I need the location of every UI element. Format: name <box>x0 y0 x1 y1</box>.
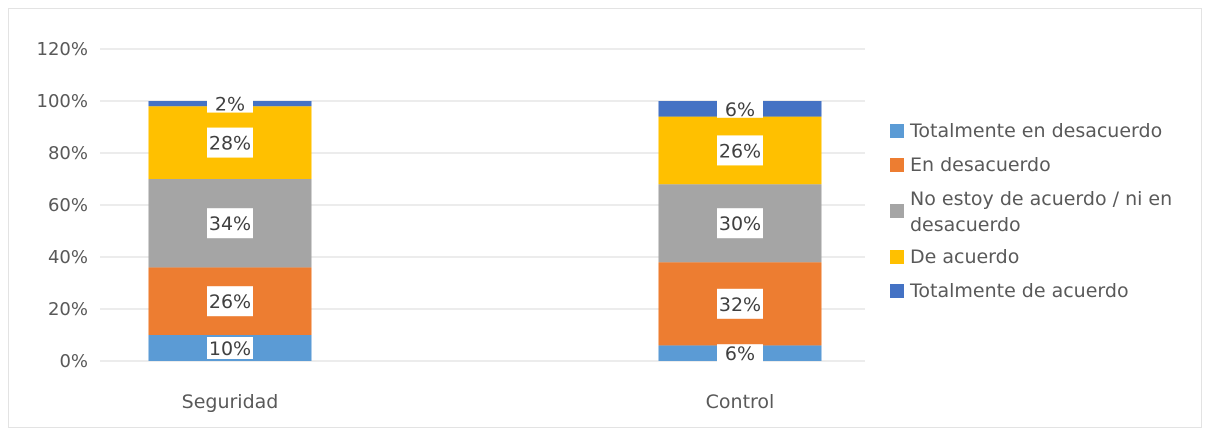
data-label: 28% <box>209 133 251 155</box>
y-tick-label: 80% <box>48 143 88 164</box>
data-label: 34% <box>209 213 251 235</box>
data-label: 32% <box>719 294 761 316</box>
legend: Totalmente en desacuerdo En desacuerdo N… <box>890 118 1210 312</box>
data-label: 30% <box>719 213 761 235</box>
legend-swatch <box>890 158 904 172</box>
data-label-box <box>207 127 253 158</box>
data-label: 6% <box>725 343 755 365</box>
data-label-box <box>717 99 763 118</box>
legend-swatch <box>890 284 904 298</box>
data-label-box <box>207 286 253 317</box>
data-label-box <box>207 337 253 359</box>
legend-label: En desacuerdo <box>910 154 1051 176</box>
data-label: 6% <box>725 99 755 121</box>
data-label: 26% <box>719 140 761 162</box>
data-label-box <box>717 344 763 363</box>
legend-item-en-desacuerdo: En desacuerdo <box>890 152 1210 178</box>
y-tick-label: 100% <box>37 91 88 112</box>
legend-label: Totalmente en desacuerdo <box>910 120 1163 142</box>
legend-label-line-1: No estoy de acuerdo / ni en <box>910 188 1173 210</box>
y-tick-label: 60% <box>48 195 88 216</box>
data-label-box <box>717 208 763 239</box>
data-label: 10% <box>209 338 251 360</box>
legend-swatch <box>890 124 904 138</box>
y-tick-label: 40% <box>48 247 88 268</box>
data-label: 26% <box>209 291 251 313</box>
legend-item-totalmente-de-acuerdo: Totalmente de acuerdo <box>890 278 1210 304</box>
legend-label-line-2: desacuerdo <box>910 214 1021 236</box>
data-label-box <box>207 94 253 113</box>
y-tick-label: 20% <box>48 299 88 320</box>
data-label: 2% <box>215 94 245 116</box>
y-tick-label: 0% <box>59 351 88 372</box>
legend-swatch <box>890 204 904 218</box>
legend-label: Totalmente de acuerdo <box>910 280 1129 302</box>
legend-item-neutral: No estoy de acuerdo / ni en desacuerdo <box>890 186 1210 238</box>
data-label-box <box>717 135 763 166</box>
legend-label: De acuerdo <box>910 246 1020 268</box>
legend-item-de-acuerdo: De acuerdo <box>890 244 1210 270</box>
x-category-label: Seguridad <box>182 391 279 413</box>
data-label-box <box>207 208 253 239</box>
y-tick-label: 120% <box>37 39 88 60</box>
data-label-box <box>717 288 763 319</box>
legend-item-totalmente-en-desacuerdo: Totalmente en desacuerdo <box>890 118 1210 144</box>
legend-swatch <box>890 250 904 264</box>
x-category-label: Control <box>706 391 775 413</box>
